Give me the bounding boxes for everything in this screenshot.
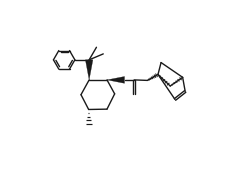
Polygon shape	[107, 76, 124, 83]
Polygon shape	[85, 60, 93, 80]
